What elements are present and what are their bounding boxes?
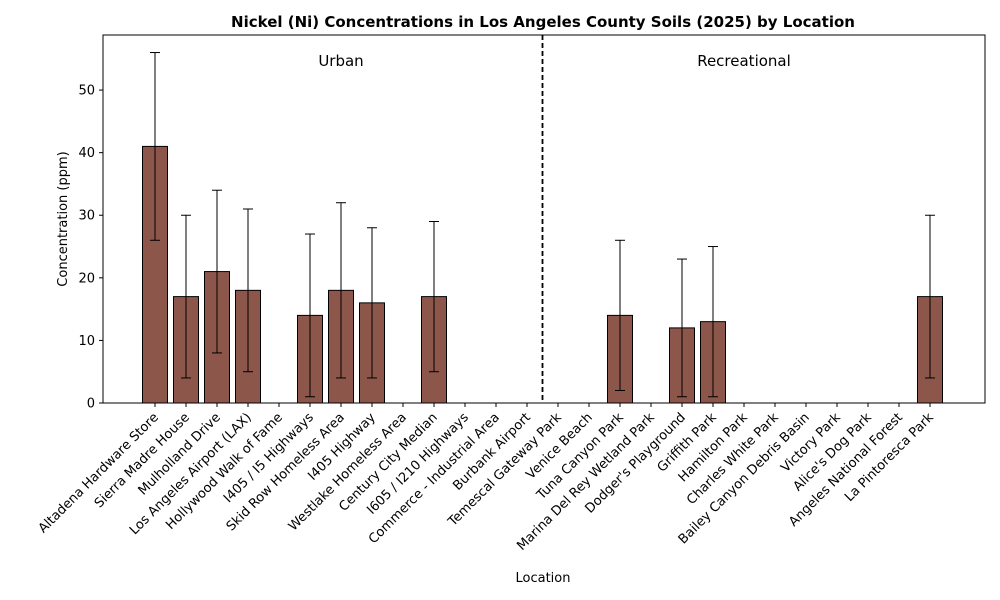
chart-title: Nickel (Ni) Concentrations in Los Angele… (231, 13, 855, 31)
y-tick-label: 20 (78, 271, 95, 286)
error-bar (925, 214, 935, 379)
error-bar (615, 239, 625, 391)
region-label: Recreational (697, 52, 791, 70)
error-bar (181, 214, 191, 379)
x-axis-label: Location (516, 571, 571, 586)
y-tick-label: 10 (78, 334, 95, 349)
error-bar (243, 208, 253, 373)
y-tick-label: 40 (78, 146, 95, 161)
error-bar (336, 202, 346, 379)
y-tick-label: 30 (78, 209, 95, 224)
error-bar (677, 258, 687, 398)
y-axis: 0 10 20 30 40 50 (78, 84, 103, 412)
error-bar (150, 52, 160, 241)
y-tick-label: 0 (87, 397, 95, 412)
error-bar (212, 189, 222, 354)
region-label: Urban (318, 52, 363, 70)
plot-area: Urban Recreational (142, 35, 943, 404)
plot-frame (102, 34, 986, 404)
y-tick-label: 50 (78, 84, 95, 99)
error-bar (367, 227, 377, 379)
error-bar (305, 233, 315, 398)
error-bar (429, 221, 439, 373)
error-bar (708, 246, 718, 398)
y-axis-label: Concentration (ppm) (56, 151, 71, 286)
